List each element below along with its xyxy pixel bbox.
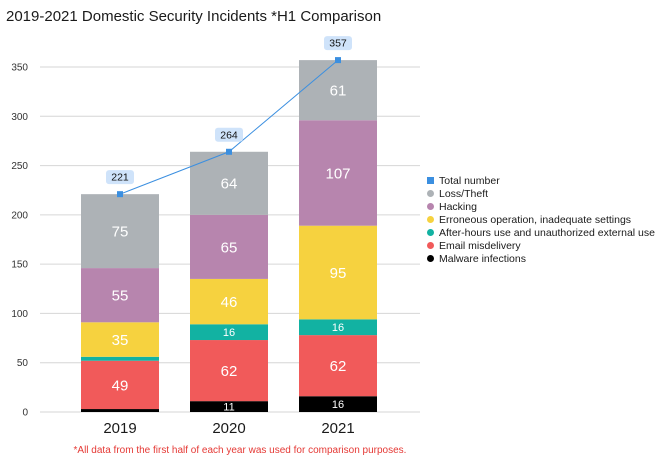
legend-item: Loss/Theft [427, 187, 655, 200]
legend: Total number Loss/Theft Hacking Erroneous o… [427, 174, 655, 265]
legend-swatch [427, 190, 434, 197]
legend-swatch [427, 203, 434, 210]
legend-item: Erroneous operation, inadequate settings [427, 213, 655, 226]
bar-segment [190, 324, 268, 341]
bar-value-label: 95 [330, 265, 347, 282]
total-label: 357 [329, 38, 347, 50]
bar-value-label: 62 [221, 363, 238, 380]
bar-segment [81, 356, 159, 361]
bar-value-label: 75 [112, 224, 129, 241]
bar-segment [299, 396, 377, 412]
total-line: 221 264 357 [106, 36, 352, 198]
total-point [226, 148, 232, 155]
legend-item: Malware infections [427, 252, 655, 265]
total-label: 221 [111, 172, 129, 184]
chart-title: 2019-2021 Domestic Security Incidents *H… [6, 8, 382, 25]
legend-item: Total number [427, 174, 655, 187]
bar-value-label: 107 [325, 165, 350, 182]
bar-segment [190, 401, 268, 412]
bar-segment [299, 225, 377, 320]
legend-item: After-hours use and unauthorized externa… [427, 226, 655, 239]
y-tick-label: 300 [11, 112, 28, 123]
bar-value-label: 35 [112, 332, 129, 349]
x-tick-label: 2020 [212, 420, 245, 437]
bar-value-label: 62 [330, 358, 347, 375]
legend-swatch [427, 242, 434, 249]
legend-label: Loss/Theft [439, 187, 489, 200]
bar-segment [190, 214, 268, 279]
y-axis: 0 50 100 150 200 250 300 350 [11, 63, 28, 419]
legend-item: Hacking [427, 200, 655, 213]
bar-value-label: 11 [223, 402, 234, 414]
legend-label: Hacking [439, 200, 477, 213]
bar-value-label: 64 [221, 176, 238, 193]
total-label-box [106, 170, 134, 185]
bar-segment [81, 360, 159, 410]
bar-segment [190, 340, 268, 402]
total-label: 264 [220, 129, 238, 141]
bar-segment [81, 322, 159, 357]
bar-segment [190, 278, 268, 325]
bar-value-label: 46 [221, 294, 238, 311]
bar-segment [299, 60, 377, 121]
x-axis: 2019 2020 2021 [103, 420, 354, 437]
total-point [117, 191, 123, 198]
bar-segment [299, 319, 377, 336]
bar-segment [81, 409, 159, 412]
y-tick-label: 350 [11, 63, 28, 74]
bar-value-label: 49 [112, 377, 129, 394]
y-tick-label: 100 [11, 309, 28, 320]
legend-swatch [427, 177, 434, 184]
total-label-box [215, 127, 243, 142]
bar-segment [299, 335, 377, 397]
bar-segment [299, 120, 377, 226]
y-tick-label: 0 [22, 408, 28, 419]
bar-segment [81, 194, 159, 269]
legend-swatch [427, 229, 434, 236]
legend-label: Erroneous operation, inadequate settings [439, 213, 632, 226]
total-label-box [324, 36, 352, 51]
legend-label: After-hours use and unauthorized externa… [439, 226, 655, 239]
legend-item: Email misdelivery [427, 239, 655, 252]
legend-label: Malware infections [439, 252, 526, 265]
y-tick-label: 150 [11, 260, 28, 271]
bar-value-label: 65 [221, 239, 238, 256]
bar-value-label: 16 [223, 327, 235, 339]
y-tick-label: 250 [11, 161, 28, 172]
bar-value-label: 16 [332, 322, 344, 334]
legend-swatch [427, 216, 434, 223]
bars: 49 35 55 75 11 62 16 46 65 64 16 62 16 95 107 61 [81, 60, 377, 414]
footnote: *All data from the first half of each ye… [73, 445, 407, 456]
y-tick-label: 200 [11, 210, 28, 221]
bar-value-label: 16 [332, 399, 344, 411]
total-point [335, 57, 341, 64]
bar-value-label: 61 [330, 83, 347, 100]
legend-label: Total number [439, 174, 500, 187]
bar-segment [81, 268, 159, 323]
bar-value-label: 55 [112, 288, 129, 305]
x-tick-label: 2021 [321, 420, 354, 437]
y-tick-label: 50 [17, 358, 29, 369]
x-tick-label: 2019 [103, 420, 136, 437]
legend-label: Email misdelivery [439, 239, 521, 252]
legend-swatch [427, 255, 434, 262]
